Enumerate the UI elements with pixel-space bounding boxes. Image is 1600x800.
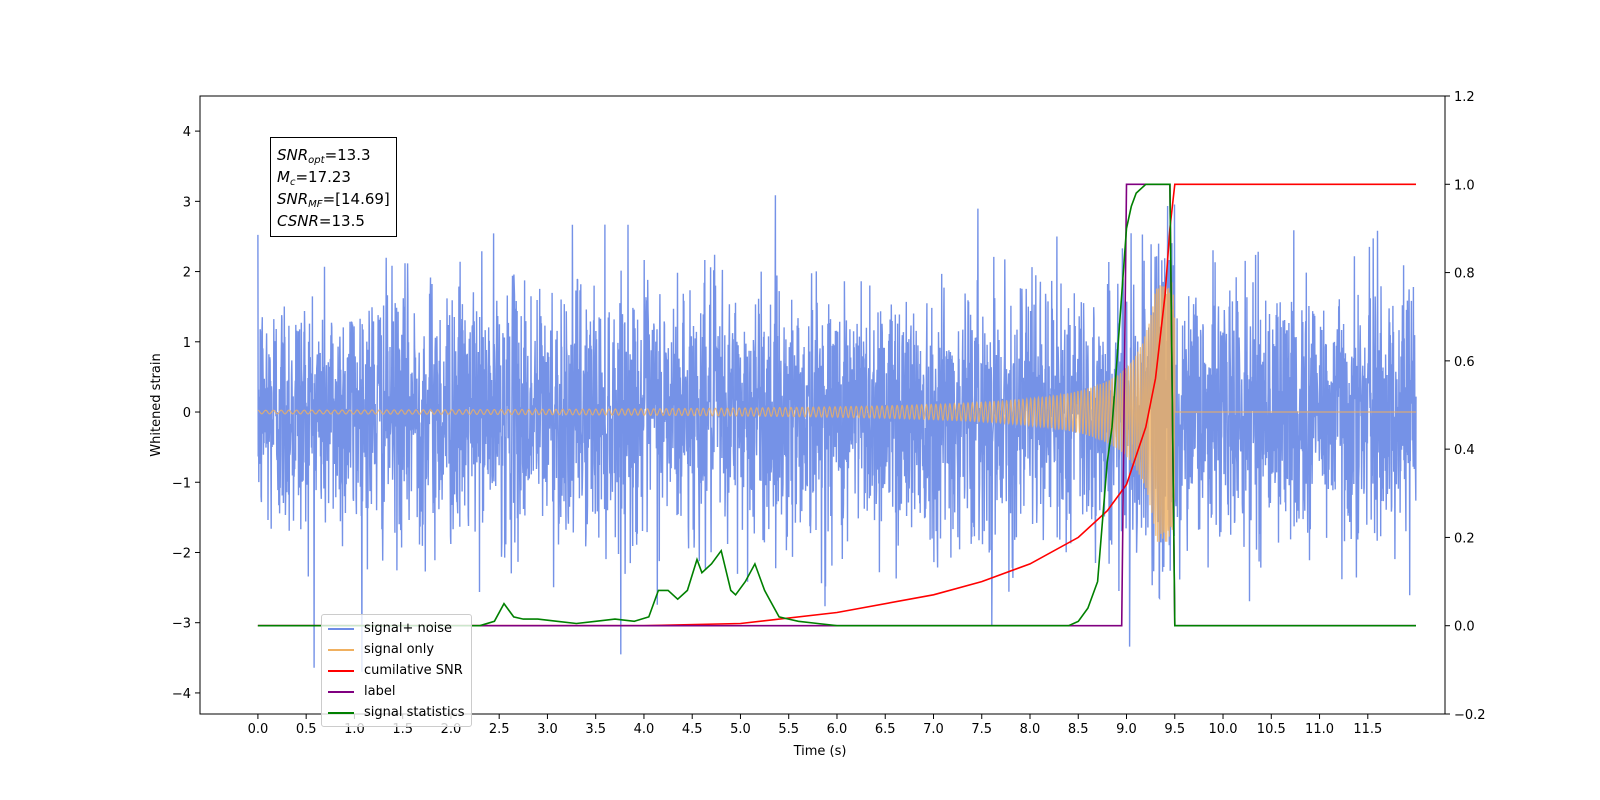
x-tick-label: 10.0: [1209, 722, 1238, 737]
y-tick-label: 2: [183, 266, 191, 281]
x-tick-label: 10.5: [1257, 722, 1286, 737]
x-tick-label: 7.0: [923, 722, 944, 737]
legend-label: label: [364, 684, 396, 699]
x-tick-label: 7.5: [971, 722, 992, 737]
y-right-tick-label: 0.8: [1454, 267, 1475, 282]
y-tick-label: 1: [183, 336, 191, 351]
legend-entry-signal-only: signal only: [328, 639, 465, 660]
legend-label: signal only: [364, 642, 435, 657]
legend-entry-label: label: [328, 681, 465, 702]
mc-row: Mc=17.23: [277, 168, 351, 188]
y-tick-label: −2: [172, 546, 191, 561]
y-right-tick-label: 0.0: [1454, 620, 1475, 635]
legend-entry-signal-noise: signal+ noise: [328, 618, 465, 639]
x-tick-label: 9.5: [1164, 722, 1185, 737]
y-right-tick-label: 0.2: [1454, 531, 1475, 546]
x-tick-label: 8.5: [1068, 722, 1089, 737]
y-tick-label: −1: [172, 476, 191, 491]
stats-annotation: SNRopt=13.3 Mc=17.23 SNRMF=[14.69] CSNR=…: [270, 137, 397, 237]
legend-label: signal+ noise: [364, 621, 453, 636]
snr-opt-row: SNRopt=13.3: [277, 146, 371, 166]
y-right-tick-label: 1.2: [1454, 90, 1475, 105]
y-right-tick-label: 1.0: [1454, 178, 1475, 193]
legend: signal+ noise signal only cumilative SNR…: [321, 614, 472, 727]
legend-swatch: [328, 690, 354, 693]
legend-label: signal statistics: [364, 705, 465, 720]
x-tick-label: 2.5: [489, 722, 510, 737]
y-tick-label: −4: [172, 687, 191, 702]
x-tick-label: 11.0: [1305, 722, 1334, 737]
x-tick-label: 11.5: [1353, 722, 1382, 737]
x-tick-label: 3.5: [585, 722, 606, 737]
x-tick-label: 6.5: [875, 722, 896, 737]
plot-area: [257, 183, 1417, 672]
legend-swatch: [328, 627, 354, 630]
legend-entry-signal-statistics: signal statistics: [328, 702, 465, 723]
series-cumulative-snr: [257, 183, 1416, 627]
x-tick-label: 9.0: [1116, 722, 1137, 737]
legend-swatch: [328, 648, 354, 651]
x-axis-label: Time (s): [793, 744, 847, 759]
y-right-tick-label: 0.6: [1454, 355, 1475, 370]
y-right-tick-label: 0.4: [1454, 443, 1475, 458]
y-axis-label: Whitened strain: [149, 353, 164, 456]
legend-swatch: [328, 669, 354, 672]
y-tick-label: 0: [183, 406, 191, 421]
y-right-tick-label: −0.2: [1454, 708, 1486, 723]
y-tick-label: 4: [183, 125, 191, 140]
snr-mf-row: SNRMF=[14.69]: [277, 190, 390, 210]
series-signal-statistics: [257, 183, 1416, 627]
series-signal-only: [257, 282, 1416, 542]
x-tick-label: 4.5: [682, 722, 703, 737]
legend-entry-cumulative-snr: cumilative SNR: [328, 660, 465, 681]
y-tick-label: −3: [172, 617, 191, 632]
x-tick-label: 0.5: [296, 722, 317, 737]
legend-swatch: [328, 711, 354, 714]
x-tick-label: 5.5: [778, 722, 799, 737]
csnr-row: CSNR=13.5: [277, 212, 365, 230]
x-tick-label: 8.0: [1020, 722, 1041, 737]
series-group: [257, 183, 1417, 672]
x-tick-label: 4.0: [634, 722, 655, 737]
x-tick-label: 0.0: [248, 722, 269, 737]
y-axis-right: −0.2 0.0 0.2 0.4 0.6 0.8 1.0 1.2: [1445, 90, 1486, 723]
legend-label: cumilative SNR: [364, 663, 463, 678]
y-axis-left: −4 −3 −2 −1 0 1 2 3 4: [172, 125, 200, 702]
x-tick-label: 6.0: [827, 722, 848, 737]
x-tick-label: 5.0: [730, 722, 751, 737]
axes-frame: [199, 95, 1446, 715]
x-tick-label: 3.0: [537, 722, 558, 737]
y-tick-label: 3: [183, 195, 191, 210]
series-signal-noise: [257, 195, 1417, 672]
